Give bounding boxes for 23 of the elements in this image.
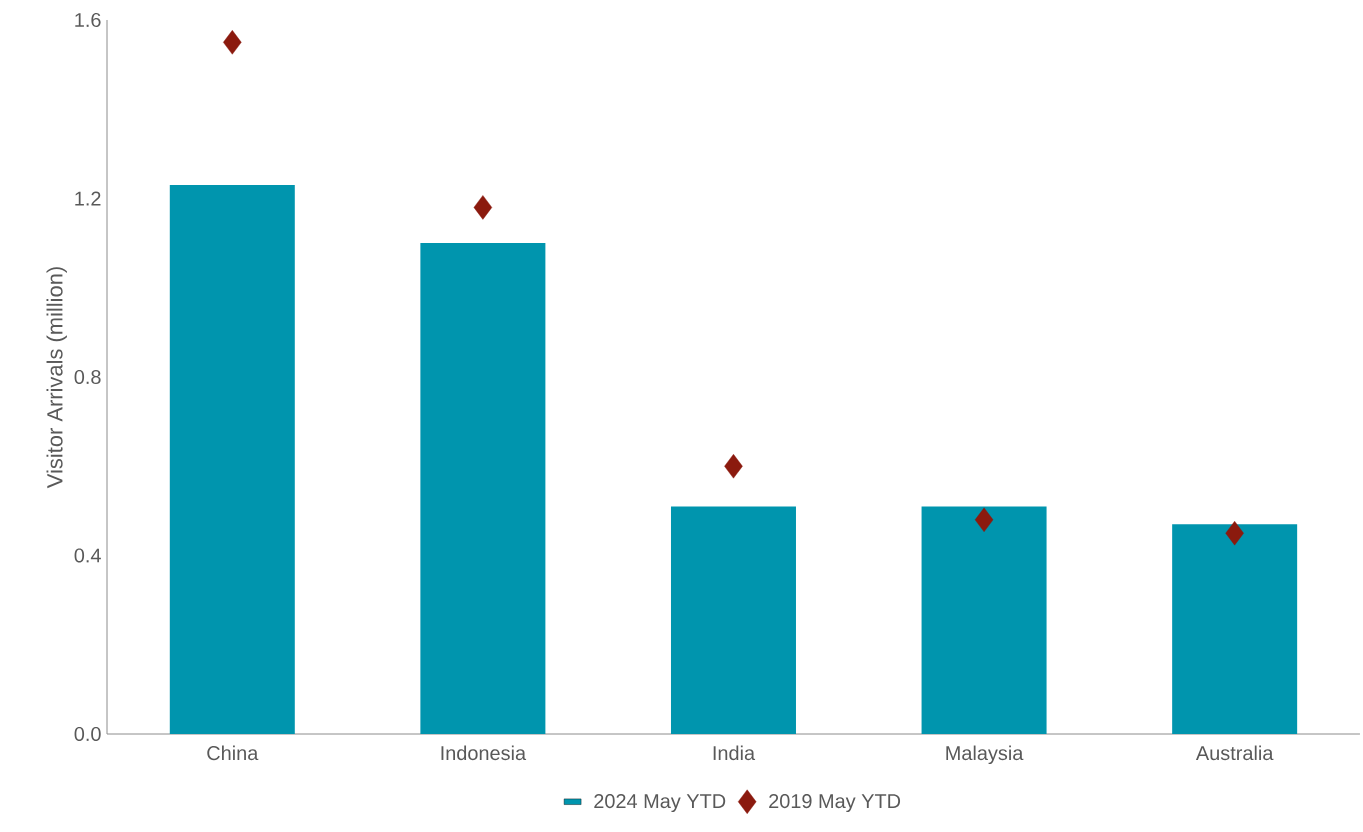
y-tick-label: 0.8	[74, 369, 101, 385]
point	[1225, 520, 1244, 546]
x-tick-label: China	[207, 745, 259, 761]
y-axis-title: Visitor Arrivals (million)	[46, 267, 67, 489]
y-tick-label: 0.0	[74, 726, 101, 742]
legend-label: 2024 May YTD	[594, 794, 726, 813]
y-tick-label: 1.6	[75, 12, 101, 28]
bar	[921, 506, 1047, 734]
y-tick-label: 0.4	[74, 548, 101, 563]
y-tick-label: 1.2	[75, 191, 101, 206]
point	[223, 30, 242, 55]
point	[724, 454, 743, 479]
point	[473, 195, 493, 220]
bar	[1172, 524, 1298, 734]
x-tick-label: India	[713, 745, 756, 761]
bar	[670, 506, 796, 734]
legend-label: 2019 May YTD	[769, 794, 901, 813]
bar	[420, 243, 546, 734]
point	[974, 507, 994, 532]
x-tick-label: Indonesia	[441, 745, 527, 761]
bar	[169, 185, 295, 734]
x-tick-label: Australia	[1195, 745, 1274, 761]
x-tick-label: Malaysia	[946, 745, 1024, 765]
